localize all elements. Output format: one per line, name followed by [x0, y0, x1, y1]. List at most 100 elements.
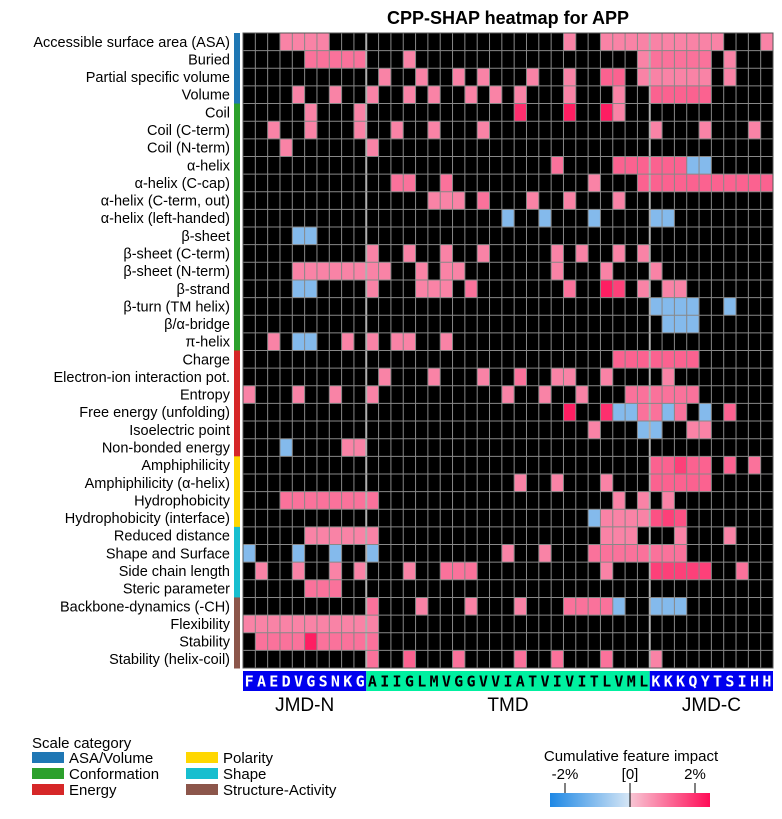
category-strip-segment [234, 33, 240, 52]
heatmap-cell [440, 562, 453, 580]
heatmap-cell [341, 438, 354, 457]
sequence-residue: K [676, 673, 685, 691]
heatmap-cell [674, 456, 687, 474]
heatmap-cell [514, 650, 527, 668]
heatmap-cell [353, 50, 367, 69]
heatmap-cell [316, 526, 330, 545]
heatmap-cell [674, 297, 687, 316]
heatmap-cell [390, 174, 404, 192]
heatmap-cell [378, 68, 391, 86]
legend-label: Polarity [223, 750, 274, 767]
sequence-residue: M [627, 673, 636, 691]
sequence-residue: Q [688, 673, 697, 691]
sequence-residue: E [269, 673, 278, 691]
sequence-residue: T [590, 673, 599, 691]
heatmap-cell [649, 262, 663, 280]
heatmap-cell [674, 174, 687, 192]
legend-swatch [186, 784, 218, 795]
heatmap-cell [403, 174, 416, 192]
row-label: Coil (C-term) [147, 123, 230, 139]
heatmap-cell [292, 262, 305, 280]
sequence-residue: S [725, 673, 734, 691]
heatmap-cell [538, 385, 552, 404]
heatmap-cell [723, 403, 737, 422]
category-strip-segment [234, 403, 240, 422]
heatmap-cell [686, 174, 700, 192]
heatmap-cell [452, 650, 465, 668]
heatmap-cell [625, 350, 638, 369]
heatmap-cell [612, 191, 626, 210]
heatmap-cell [563, 597, 576, 616]
heatmap-cell [649, 456, 663, 474]
heatmap-cell [452, 68, 465, 86]
heatmap-cell [662, 491, 675, 510]
heatmap-cell [612, 597, 626, 616]
heatmap-cell [279, 491, 293, 510]
heatmap-cell [637, 68, 650, 86]
heatmap-cell [292, 632, 305, 651]
heatmap-cell [341, 50, 354, 69]
heatmap-cell [304, 121, 317, 139]
category-strip-segment [234, 121, 240, 140]
heatmap-cell [501, 544, 515, 563]
row-label: β-sheet [181, 229, 230, 245]
heatmap-cell [403, 332, 416, 351]
legend-swatch [32, 752, 64, 763]
category-strip-segment [234, 509, 240, 528]
heatmap-cell [415, 68, 428, 86]
heatmap-cell [662, 403, 675, 422]
heatmap-cell [625, 156, 638, 175]
row-label: Flexibility [170, 617, 230, 633]
heatmap-cell [674, 597, 687, 616]
heatmap-cell [612, 526, 626, 545]
heatmap-cell [329, 526, 342, 545]
heatmap-cell [353, 121, 367, 139]
category-strip-segment [234, 244, 240, 263]
row-label: α-helix (left-handed) [101, 211, 230, 227]
heatmap-cell [662, 456, 675, 474]
category-strip-segment [234, 526, 240, 546]
sequence-residue: D [282, 673, 291, 691]
heatmap-cell [662, 68, 675, 86]
row-label: Amphiphilicity [141, 458, 230, 474]
heatmap-cell [686, 297, 700, 316]
heatmap-cell [341, 491, 354, 510]
heatmap-cell [612, 68, 626, 86]
chart-title: CPP-SHAP heatmap for APP [387, 8, 629, 28]
heatmap-cell [612, 156, 626, 175]
heatmap-cell [649, 473, 663, 492]
sequence-residue: V [294, 673, 303, 691]
heatmap-cell [662, 156, 675, 175]
colorbar: Cumulative feature impact -2% [0] 2% [544, 748, 719, 807]
legend-label: Structure-Activity [223, 782, 337, 799]
colorbar-tick-label: -2% [552, 766, 579, 783]
heatmap-cell [304, 227, 317, 245]
category-strip-segment [234, 156, 240, 175]
sequence-residue: V [491, 673, 500, 691]
sequence-residue: G [467, 673, 476, 691]
heatmap-cell [612, 85, 626, 104]
row-label: Coil [205, 105, 230, 121]
heatmap-cell [255, 562, 268, 580]
heatmap-cell [415, 279, 428, 298]
sequence-residue: I [738, 673, 747, 691]
heatmap-cell [674, 315, 687, 333]
heatmap-cell [600, 279, 613, 298]
heatmap-cell [674, 85, 687, 104]
heatmap-cell [723, 50, 737, 69]
heatmap-cell [403, 562, 416, 580]
category-strip-segment [234, 438, 240, 457]
heatmap-cell [686, 315, 700, 333]
heatmap-cell [292, 85, 305, 104]
heatmap-cell [662, 85, 675, 104]
heatmap-cell [292, 615, 305, 633]
heatmap-cell [304, 50, 317, 69]
heatmap-cell [699, 403, 712, 422]
region-label: JMD-N [275, 695, 334, 716]
heatmap-cell [366, 650, 379, 668]
heatmap-cell [625, 33, 638, 51]
heatmap-cell [329, 579, 342, 598]
heatmap-cell [551, 262, 564, 280]
